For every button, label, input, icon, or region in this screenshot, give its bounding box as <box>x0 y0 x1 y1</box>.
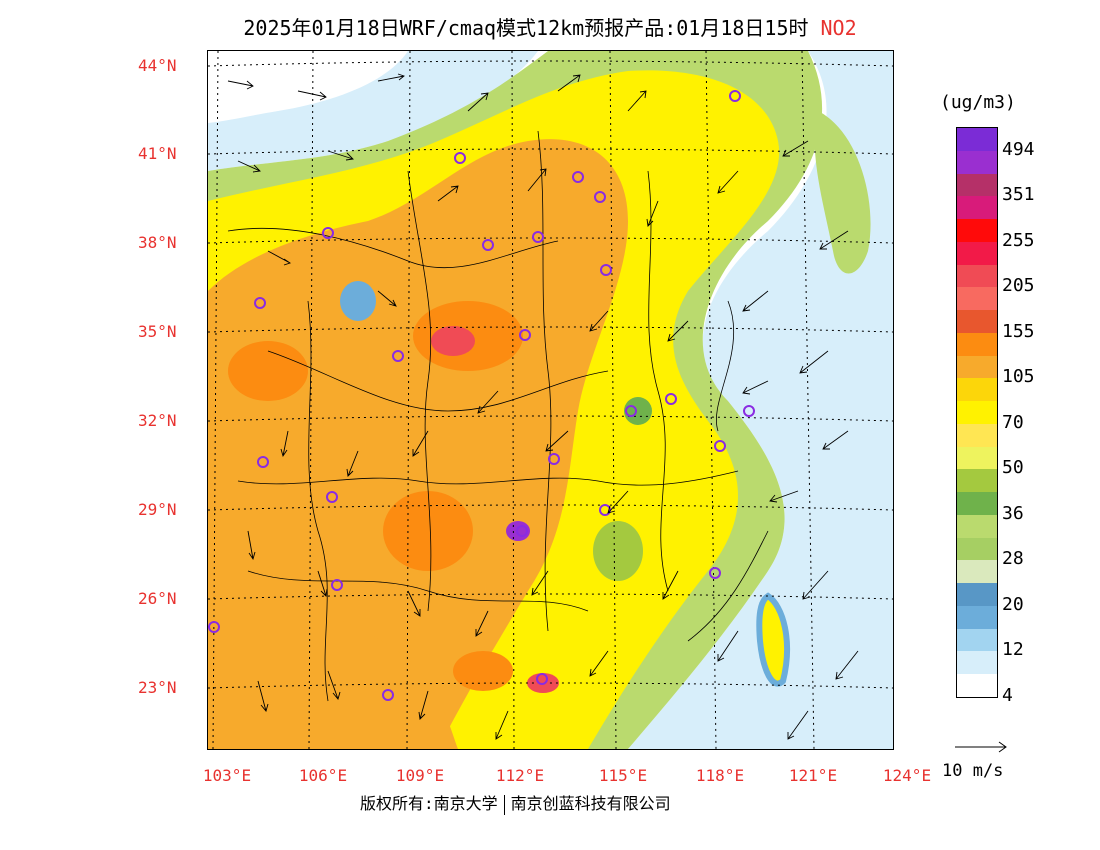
colorbar-segment <box>957 287 997 310</box>
copyright-left: 版权所有:南京大学 <box>360 794 498 813</box>
colorbar-segment <box>957 674 997 697</box>
colorbar-segment <box>957 264 997 288</box>
low-spot-north <box>340 281 376 321</box>
species-label: NO2 <box>820 16 857 40</box>
colorbar-label: 28 <box>1002 548 1024 570</box>
peninsula-region <box>814 111 871 274</box>
colorbar-segment <box>957 651 997 674</box>
colorbar-label: 20 <box>1002 593 1024 615</box>
lon-label-112e: 112°E <box>495 766 545 785</box>
ocean-low-region <box>208 51 893 749</box>
colorbar <box>956 127 998 698</box>
colorbar-segment <box>957 241 997 265</box>
lat-label-35n: 35°N <box>138 322 177 341</box>
colorbar-label: 494 <box>1002 138 1035 160</box>
low-spot-east <box>624 397 652 425</box>
hotspot-southwest <box>383 491 473 571</box>
station-markers <box>208 90 755 701</box>
colorbar-label: 70 <box>1002 411 1024 433</box>
colorbar-segment <box>957 310 997 333</box>
concentration-map <box>208 51 893 749</box>
lon-label-121e: 121°E <box>788 766 838 785</box>
colorbar-label: 36 <box>1002 502 1024 524</box>
low-spot-southeast <box>593 521 643 581</box>
copyright-separator <box>503 794 505 815</box>
colorbar-segment <box>957 196 997 219</box>
colorbar-label: 351 <box>1002 184 1035 206</box>
colorbar-segment <box>957 128 997 151</box>
lat-label-29n: 29°N <box>138 500 177 519</box>
lon-label-124e: 124°E <box>882 766 932 785</box>
lon-label-115e: 115°E <box>598 766 648 785</box>
colorbar-label: 205 <box>1002 275 1035 297</box>
lon-label-103e: 103°E <box>202 766 252 785</box>
colorbar-segment <box>957 537 997 561</box>
copyright-right: 南京创蓝科技有限公司 <box>510 794 671 813</box>
lat-label-26n: 26°N <box>138 589 177 608</box>
colorbar-label: 50 <box>1002 457 1024 479</box>
colorbar-label: 155 <box>1002 320 1035 342</box>
colorbar-segment <box>957 355 997 379</box>
hotspot-south <box>453 651 513 691</box>
colorbar-segment <box>957 378 997 401</box>
wind-vectors <box>227 73 859 740</box>
colorbar-segment <box>957 492 997 515</box>
map-panel[interactable] <box>207 50 894 750</box>
vector-scale-label: 10 m/s <box>942 761 1004 781</box>
colorbar-segment <box>957 150 997 174</box>
hotspot-west <box>228 341 308 401</box>
copyright: 版权所有:南京大学 南京创蓝科技有限公司 <box>360 790 671 815</box>
colorbar-segment <box>957 469 997 492</box>
colorbar-segment <box>957 332 997 356</box>
lat-label-23n: 23°N <box>138 678 177 697</box>
colorbar-segment <box>957 560 997 583</box>
legend-unit: (ug/m3) <box>940 92 1016 113</box>
north-clean-region <box>208 51 408 123</box>
high-region <box>208 139 628 749</box>
lon-label-109e: 109°E <box>395 766 445 785</box>
chart-title: 2025年01月18日WRF/cmaq模式12km预报产品:01月18日15时 N… <box>0 12 1100 41</box>
colorbar-segment <box>957 219 997 242</box>
colorbar-segment <box>957 423 997 447</box>
colorbar-label: 4 <box>1002 684 1013 706</box>
title-text: 2025年01月18日WRF/cmaq模式12km预报产品:01月18日15时 <box>243 16 809 40</box>
lat-label-32n: 32°N <box>138 411 177 430</box>
lon-label-106e: 106°E <box>298 766 348 785</box>
colorbar-label: 105 <box>1002 366 1035 388</box>
lat-label-41n: 41°N <box>138 144 177 163</box>
colorbar-segment <box>957 628 997 652</box>
lon-label-118e: 118°E <box>695 766 745 785</box>
colorbar-segment <box>957 401 997 424</box>
vector-scale-arrow <box>955 741 1007 753</box>
lat-label-38n: 38°N <box>138 233 177 252</box>
lat-label-44n: 44°N <box>138 56 177 75</box>
peak-central <box>431 326 475 356</box>
colorbar-segment <box>957 583 997 606</box>
colorbar-segment <box>957 514 997 538</box>
boundaries <box>227 130 769 702</box>
colorbar-segment <box>957 605 997 629</box>
colorbar-segment <box>957 446 997 470</box>
south-high-region <box>208 603 458 749</box>
colorbar-segment <box>957 173 997 197</box>
colorbar-label: 255 <box>1002 229 1035 251</box>
island-taiwan <box>756 592 791 687</box>
colorbar-label: 12 <box>1002 639 1024 661</box>
